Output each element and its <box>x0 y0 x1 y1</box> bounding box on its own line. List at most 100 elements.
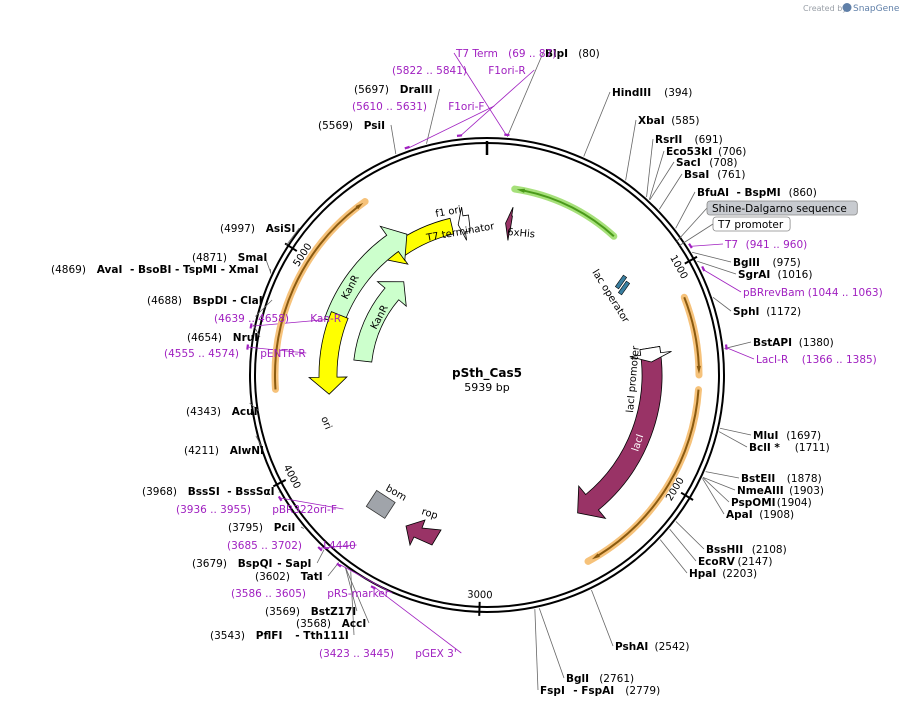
laci-arrow[interactable] <box>577 346 663 520</box>
site-num: (1016) <box>778 269 813 281</box>
site-bsssi[interactable]: (3968) BssSI - BssSαI <box>142 486 275 498</box>
site-num: (708) <box>709 157 737 169</box>
6xhis-arrow[interactable] <box>505 207 514 241</box>
rop-arrow[interactable] <box>405 519 442 547</box>
site-bcli[interactable]: BclI * (1711) <box>749 442 830 454</box>
site-tati[interactable]: (3602) TatI <box>255 571 323 583</box>
site-sgrai[interactable]: SgrAI (1016) <box>738 269 812 281</box>
site-leader <box>625 119 637 181</box>
primer-prs-marker[interactable]: (3586 .. 3605) pRS-marker <box>231 588 390 600</box>
site-smai[interactable]: (4871) SmaI <box>192 252 267 264</box>
primer-name: T7 Term <box>455 48 498 60</box>
site-pshai[interactable]: PshAI (2542) <box>615 641 689 653</box>
lac-operator-box[interactable] <box>614 274 628 290</box>
site-num: (691) <box>695 134 723 146</box>
primer-f1ori-r[interactable]: (5822 .. 5841) F1ori-R <box>392 65 526 77</box>
site-avai[interactable]: (4869) AvaI - BsoBI - TspMI - XmaI <box>51 264 259 276</box>
site-pspomi[interactable]: PspOMI (1904) <box>731 497 812 509</box>
site-bglii[interactable]: BglII (975) <box>733 257 801 269</box>
site-bfuai[interactable]: BfuAI - BspMI (860) <box>697 187 817 199</box>
site-leader <box>702 476 736 491</box>
site-name: TatI <box>301 571 323 583</box>
orf-line-right <box>683 296 701 374</box>
site-name: SphI <box>733 306 759 318</box>
boxed-label-shine-dalgarno-sequence[interactable]: Shine-Dalgarno sequence <box>706 200 858 216</box>
site-pcii[interactable]: (3795) PciI <box>228 522 295 534</box>
site-leader <box>264 256 272 274</box>
site-name2: - SapI <box>277 558 311 570</box>
t7-terminator-arrow[interactable] <box>457 207 471 241</box>
site-acui[interactable]: (4343) AcuI <box>186 406 258 418</box>
site-name: BglII <box>733 257 760 269</box>
site-num: (1903) <box>789 485 824 497</box>
site-leader <box>538 608 565 679</box>
site-bsai[interactable]: BsaI (761) <box>684 169 745 181</box>
site-leader <box>534 609 539 691</box>
site-bsteii[interactable]: BstEII (1878) <box>741 473 822 485</box>
site-bstz17i[interactable]: (3569) BstZ17I <box>265 606 356 618</box>
site-bsshii[interactable]: BssHII (2108) <box>706 544 787 556</box>
site-hindiii[interactable]: HindIII (394) <box>612 87 692 99</box>
kanr-outer-arrow[interactable] <box>323 225 408 326</box>
f1-ori-label: f1 ori <box>435 205 463 220</box>
site-eco53ki[interactable]: Eco53kI (706) <box>666 146 746 158</box>
bom-box[interactable] <box>365 489 396 519</box>
site-num: (1904) <box>777 497 812 509</box>
site-nrui[interactable]: (4654) NruI <box>187 332 258 344</box>
site-asisi[interactable]: (4997) AsiSI <box>220 223 295 235</box>
primer-t7[interactable]: T7 (941 .. 960) <box>724 239 807 251</box>
laci-promoter-arrow[interactable] <box>629 346 672 363</box>
site-leader <box>675 521 705 550</box>
lac-operator-box-2[interactable] <box>617 280 631 296</box>
site-nmeaiii[interactable]: NmeAIII (1903) <box>737 485 824 497</box>
site-xbai[interactable]: XbaI (585) <box>638 115 699 127</box>
site-acci[interactable]: (3568) AccI <box>296 618 366 630</box>
site-blpi[interactable]: BlpI (80) <box>545 48 600 60</box>
site-mlui[interactable]: MluI (1697) <box>753 430 821 442</box>
site-sphi[interactable]: SphI (1172) <box>733 306 801 318</box>
site-num: (2108) <box>752 544 787 556</box>
primer-l4440[interactable]: (3685 .. 3702) L4440 <box>227 540 356 552</box>
site-rsrii[interactable]: RsrII (691) <box>655 134 723 146</box>
site-bspqi[interactable]: (3679) BspQI - SapI <box>192 558 311 570</box>
site-name: RsrII <box>655 134 682 146</box>
site-num: (2542) <box>655 641 690 653</box>
site-saci[interactable]: SacI (708) <box>676 157 737 169</box>
site-leader <box>658 173 683 210</box>
site-num: (4997) <box>220 223 255 235</box>
primer-t7-term[interactable]: T7 Term (69 .. 87) <box>455 48 556 60</box>
site-bstapi[interactable]: BstAPI (1380) <box>753 337 834 349</box>
primer-pentr-r[interactable]: (4555 .. 4574) pENTR-R <box>164 348 306 360</box>
primer-pgex-3[interactable]: (3423 .. 3445) pGEX 3' <box>319 648 457 660</box>
site-bgli[interactable]: BglI (2761) <box>566 673 634 685</box>
primer-pbr322ori-f[interactable]: (3936 .. 3955) pBR322ori-F <box>176 504 337 516</box>
site-draiii[interactable]: (5697) DraIII <box>354 84 433 96</box>
site-psii[interactable]: (5569) PsiI <box>318 120 385 132</box>
laci-label: lacI <box>630 433 646 453</box>
boxed-label-t7-promoter[interactable]: T7 promoter <box>712 216 791 232</box>
primer-laci-r[interactable]: LacI-R (1366 .. 1385) <box>756 354 877 366</box>
backbone-outer-strand <box>249 137 725 613</box>
site-num: (3569) <box>265 606 300 618</box>
site-leader <box>390 124 397 155</box>
kanr-inner-arrow[interactable] <box>353 281 407 363</box>
site-name: XbaI <box>638 115 665 127</box>
site-num: (394) <box>664 87 692 99</box>
primer-kan-r[interactable]: (4639 .. 4658) Kan-R <box>214 313 341 325</box>
site-name: AccI <box>342 618 366 630</box>
site-leader <box>506 52 544 138</box>
site-pflfi[interactable]: (3543) PflFI - Tth111I <box>210 630 349 642</box>
site-num: (1878) <box>787 473 822 485</box>
primer-pbrrevbam[interactable]: pBRrevBam (1044 .. 1063) <box>743 287 883 299</box>
site-apai[interactable]: ApaI (1908) <box>726 509 794 521</box>
primer-f1ori-f[interactable]: (5610 .. 5631) F1ori-F <box>352 101 484 113</box>
site-bspdi[interactable]: (4688) BspDI - ClaI <box>147 295 263 307</box>
site-name: AvaI <box>97 264 123 276</box>
ori-arrow[interactable] <box>308 311 349 395</box>
credit-brand: SnapGene <box>853 4 900 14</box>
site-fspi[interactable]: FspI - FspAI (2779) <box>540 685 660 697</box>
site-hpai[interactable]: HpaI (2203) <box>689 568 757 580</box>
site-num: (706) <box>718 146 746 158</box>
site-alwni[interactable]: (4211) AlwNI <box>184 445 264 457</box>
site-ecorv[interactable]: EcoRV (2147) <box>698 556 772 568</box>
